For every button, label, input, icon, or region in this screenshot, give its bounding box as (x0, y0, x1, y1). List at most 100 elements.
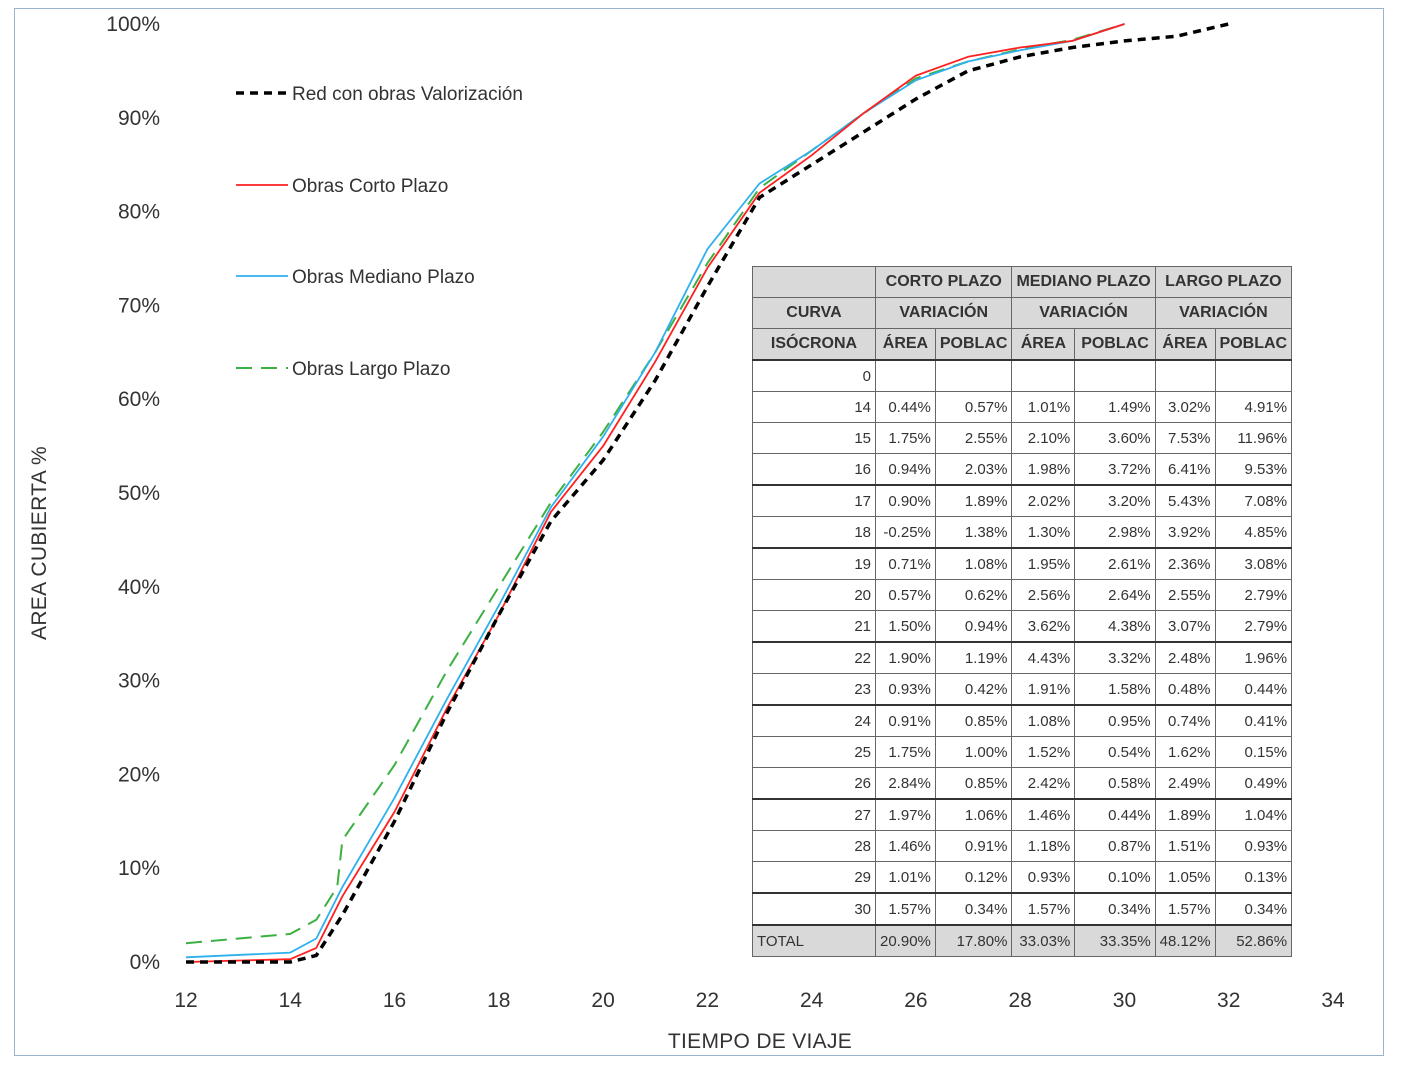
table-row: 15 1.75% 2.55% 2.10% 3.60% 7.53% 11.96% (752, 422, 1293, 454)
table-cell: 1.01% (1011, 391, 1076, 423)
x-tick-label: 32 (1217, 989, 1240, 1012)
table-cell: 1.08% (934, 547, 1013, 580)
table-cell-isocrona: 20 (752, 579, 876, 611)
table-row: 27 1.97% 1.06% 1.46% 0.44% 1.89% 1.04% (752, 798, 1293, 831)
table-cell: 0.93% (875, 673, 936, 706)
table-row: 14 0.44% 0.57% 1.01% 1.49% 3.02% 4.91% (752, 391, 1293, 423)
table-cell-isocrona: 25 (752, 736, 876, 768)
table-cell (934, 359, 1013, 392)
table-cell (1074, 359, 1156, 392)
table-cell: 2.61% (1074, 547, 1156, 580)
table-cell: 4.38% (1074, 610, 1156, 643)
table-cell: 1.89% (934, 484, 1013, 517)
y-tick-label: 100% (106, 13, 160, 36)
x-tick-label: 18 (487, 989, 510, 1012)
table-header-cell: VARIACIÓN (874, 297, 1013, 329)
table-cell: 0.12% (934, 861, 1013, 894)
table-cell: 0.90% (875, 484, 936, 517)
legend: Red con obras Valorización Obras Corto Pl… (236, 84, 523, 380)
series-line-1 (185, 23, 1125, 963)
table-cell: 3.08% (1214, 547, 1293, 580)
table-cell: 0.93% (1214, 830, 1293, 862)
table-cell: 2.84% (875, 767, 936, 800)
table-row: 29 1.01% 0.12% 0.93% 0.10% 1.05% 0.13% (752, 861, 1293, 894)
y-tick-label: 50% (118, 482, 160, 505)
table-cell: 1.08% (1011, 704, 1076, 737)
table-cell: 7.53% (1154, 422, 1216, 454)
table-row: 16 0.94% 2.03% 1.98% 3.72% 6.41% 9.53% (752, 453, 1293, 486)
y-tick-label: 70% (118, 294, 160, 317)
table-cell: 4.85% (1214, 516, 1293, 549)
table-cell: 2.79% (1214, 579, 1293, 611)
y-tick-label: 80% (118, 201, 160, 224)
table-cell: 2.02% (1011, 484, 1076, 517)
table-header-cell: ÁREA (875, 328, 936, 361)
x-tick-label: 12 (174, 989, 197, 1012)
table-header-cell: VARIACIÓN (1154, 297, 1293, 329)
table-cell: 1.01% (875, 861, 936, 894)
table-row: 26 2.84% 0.85% 2.42% 0.58% 2.49% 0.49% (752, 767, 1293, 800)
table-header-cell: POBLAC (934, 328, 1013, 361)
table-cell: 1.96% (1214, 641, 1293, 674)
table-row: 0 (752, 359, 1293, 392)
table-cell: 1.98% (1011, 453, 1076, 486)
table-cell: 0.95% (1074, 704, 1156, 737)
table-cell: -0.25% (875, 516, 936, 549)
table-cell-isocrona: 24 (752, 704, 876, 737)
y-tick-label: 0% (130, 951, 160, 974)
table-cell: 2.03% (934, 453, 1013, 486)
table-cell: 3.20% (1074, 484, 1156, 517)
table-cell: 1.75% (875, 422, 936, 454)
y-tick-label: 20% (118, 763, 160, 786)
table-row: 22 1.90% 1.19% 4.43% 3.32% 2.48% 1.96% (752, 641, 1293, 674)
table-cell: 11.96% (1214, 422, 1293, 454)
table-cell: 2.49% (1154, 767, 1216, 800)
x-tick-label: 28 (1009, 989, 1032, 1012)
table-cell: 0.94% (934, 610, 1013, 643)
table-cell: 1.90% (875, 641, 936, 674)
variation-table: CORTO PLAZO MEDIANO PLAZO LARGO PLAZO CURVA… (752, 266, 1293, 957)
table-cell: 1.49% (1074, 391, 1156, 423)
table-cell: 0.42% (934, 673, 1013, 706)
table-cell: 1.89% (1154, 798, 1216, 831)
table-row: 24 0.91% 0.85% 1.08% 0.95% 0.74% 0.41% (752, 704, 1293, 737)
table-cell: 5.43% (1154, 484, 1216, 517)
x-tick-label: 30 (1113, 989, 1136, 1012)
table-total-cell: 48.12% (1154, 924, 1216, 957)
table-cell: 1.51% (1154, 830, 1216, 862)
table-cell: 0.85% (934, 767, 1013, 800)
table-cell: 1.57% (875, 892, 936, 926)
table-cell: 0.58% (1074, 767, 1156, 800)
table-cell: 0.44% (1214, 673, 1293, 706)
table-header-cell: POBLAC (1074, 328, 1156, 361)
table-cell: 2.56% (1011, 579, 1076, 611)
table-cell (1154, 359, 1216, 392)
table-cell: 1.91% (1011, 673, 1076, 706)
table-cell: 7.08% (1214, 484, 1293, 517)
table-row: 21 1.50% 0.94% 3.62% 4.38% 3.07% 2.79% (752, 610, 1293, 643)
table-header-cell: CURVA (752, 297, 876, 329)
table-cell-isocrona: 14 (752, 391, 876, 423)
legend-label: Obras Largo Plazo (292, 359, 450, 380)
table-cell: 2.79% (1214, 610, 1293, 643)
x-tick-label: 16 (383, 989, 406, 1012)
table-total-cell: 20.90% (875, 924, 936, 957)
table-cell: 1.46% (875, 830, 936, 862)
table-header-cell (752, 266, 876, 298)
table-total-label: TOTAL (752, 924, 876, 957)
table-total-cell: 52.86% (1214, 924, 1293, 957)
table-row: 28 1.46% 0.91% 1.18% 0.87% 1.51% 0.93% (752, 830, 1293, 862)
table-cell: 0.57% (875, 579, 936, 611)
table-cell (1214, 359, 1293, 392)
table-row: 19 0.71% 1.08% 1.95% 2.61% 2.36% 3.08% (752, 547, 1293, 580)
table-cell: 1.52% (1011, 736, 1076, 768)
table-row: 25 1.75% 1.00% 1.52% 0.54% 1.62% 0.15% (752, 736, 1293, 768)
table-cell: 3.72% (1074, 453, 1156, 486)
x-axis-title: TIEMPO DE VIAJE (668, 1030, 852, 1053)
y-axis-title: AREA CUBIERTA % (28, 446, 51, 640)
table-cell: 0.10% (1074, 861, 1156, 894)
table-cell-isocrona: 27 (752, 798, 876, 831)
table-header-cell: VARIACIÓN (1011, 297, 1156, 329)
table-cell: 1.30% (1011, 516, 1076, 549)
table-cell: 1.46% (1011, 798, 1076, 831)
